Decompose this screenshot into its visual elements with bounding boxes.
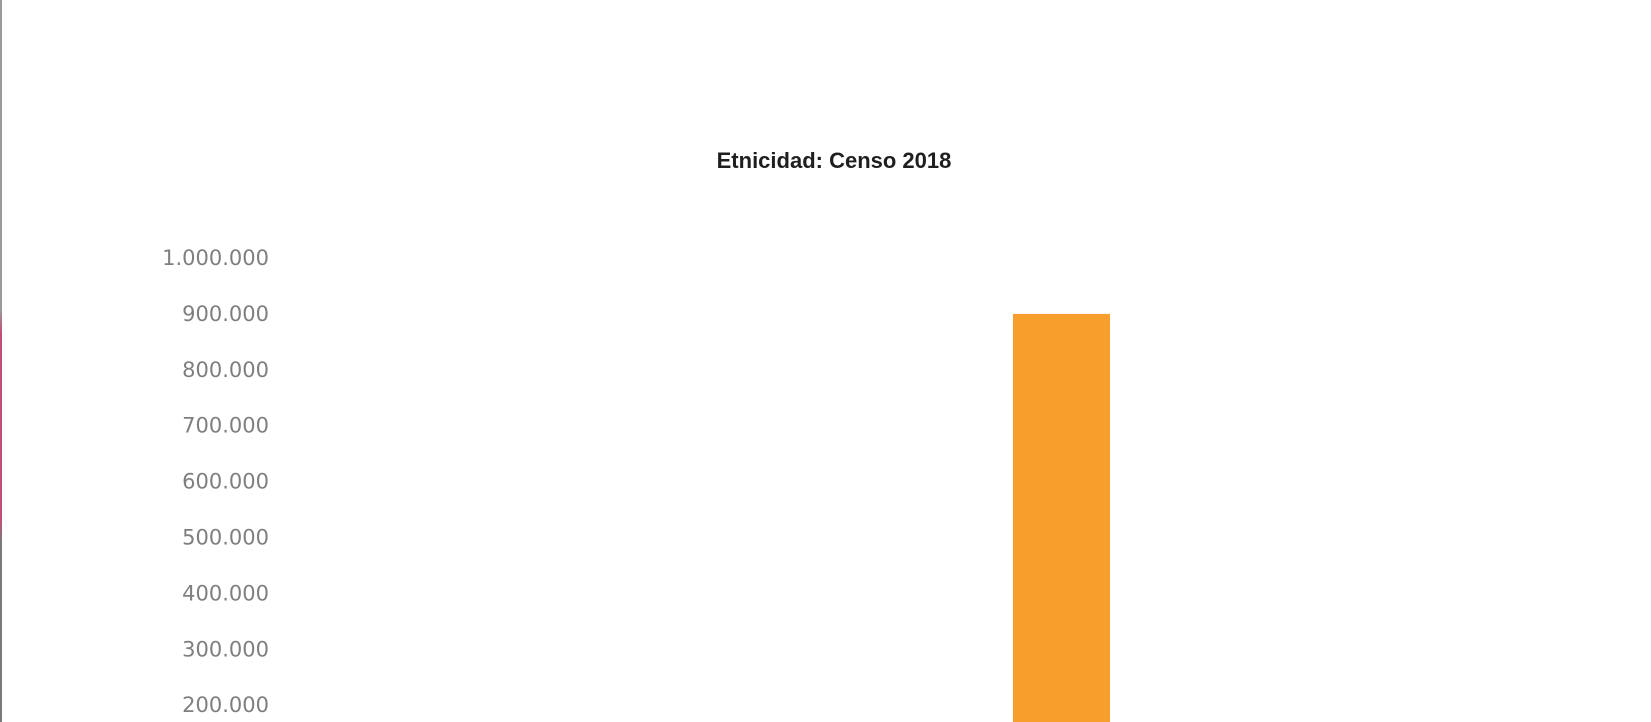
chart-title: Etnicidad: Censo 2018	[717, 148, 952, 173]
y-tick-label: 900.000	[182, 302, 269, 326]
y-tick-label: 800.000	[182, 358, 269, 382]
y-tick-label: 1.000.000	[162, 246, 269, 270]
y-tick-label: 500.000	[182, 526, 269, 550]
bar	[1013, 313, 1110, 722]
y-tick-label: 400.000	[182, 581, 269, 605]
y-tick-label: 300.000	[182, 637, 269, 661]
y-tick-label: 200.000	[182, 693, 269, 717]
bars	[1013, 313, 1110, 722]
y-tick-label: 600.000	[182, 470, 269, 494]
left-edge-strip	[0, 0, 2, 722]
y-tick-label: 700.000	[182, 414, 269, 438]
y-axis: 1.000.000 900.000 800.000 700.000 600.000 500…	[162, 246, 269, 717]
